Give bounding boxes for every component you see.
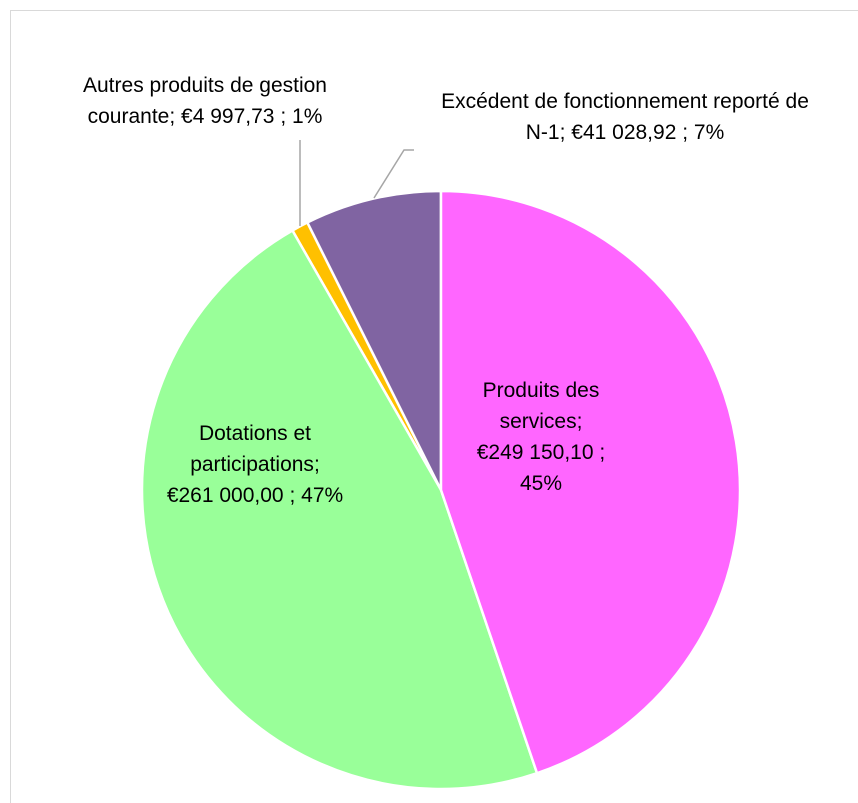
chart-frame — [10, 10, 858, 803]
label-separator: ; — [559, 121, 566, 144]
label-separator: ; — [682, 121, 689, 144]
data-label: Autres produits de gestion courante; €4 … — [40, 70, 370, 132]
label-category: Excédent de fonctionnement reporté de N-… — [441, 90, 809, 144]
label-separator: ; — [289, 484, 296, 507]
data-label: Excédent de fonctionnement reporté de N-… — [440, 86, 810, 148]
pie-slice — [140, 228, 539, 791]
label-category: Dotations et participations — [190, 422, 314, 476]
label-separator: ; — [576, 410, 583, 433]
label-value: €4 997,73 — [181, 105, 275, 128]
label-category: Autres produits de gestion courante — [83, 74, 327, 128]
label-separator: ; — [599, 441, 606, 464]
label-value: €261 000,00 — [166, 484, 284, 507]
label-percent: 7% — [693, 121, 725, 144]
label-category: Produits des services — [482, 379, 600, 433]
label-percent: 45% — [519, 472, 563, 495]
pie-slice — [305, 189, 443, 491]
label-separator: ; — [313, 453, 320, 476]
pie-slice — [439, 189, 742, 775]
label-percent: 1% — [292, 105, 323, 128]
label-value: €249 150,10 — [476, 441, 594, 464]
data-label: Produits des services; €249 150,10 ; 45% — [466, 375, 616, 499]
label-value: €41 028,92 — [571, 121, 677, 144]
data-label: Dotations et participations; €261 000,00… — [160, 418, 350, 511]
label-percent: 47% — [301, 484, 344, 507]
label-separator: ; — [280, 105, 287, 128]
label-separator: ; — [169, 105, 176, 128]
leader-line — [373, 149, 414, 199]
